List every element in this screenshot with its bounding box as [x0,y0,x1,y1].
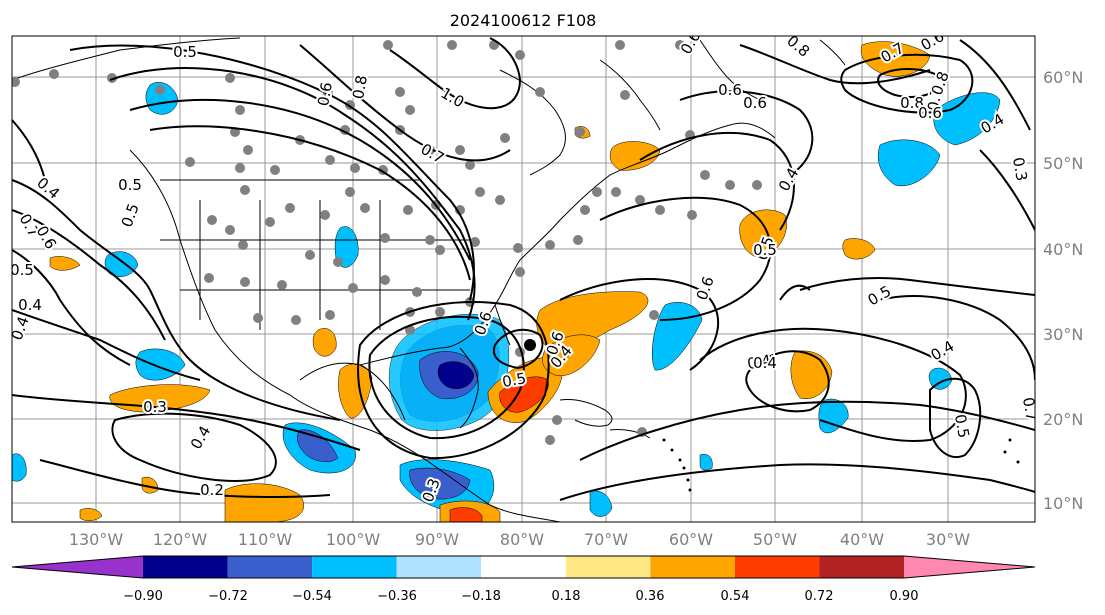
longitude-label: 40°W [840,530,884,549]
colorbar: −0.90 −0.72 −0.54 −0.36 −0.18 0.18 0.36 … [11,555,1036,604]
contour-label: 0.2 [200,481,224,499]
colorbar-bins [11,555,1036,579]
latitude-label: 60°N [1043,68,1083,87]
longitude-label: 30°W [926,530,970,549]
contour-label: 0.8 [900,94,924,112]
contour-label: 0.5 [173,43,197,61]
map-frame [11,35,1036,523]
contour-label: 0.3 [143,398,167,416]
contour-label: 0.4 [753,354,777,372]
latitude-label: 50°N [1043,154,1083,173]
longitude-label: 120°W [153,530,208,549]
colorbar-bin [396,556,482,578]
colorbar-bin [734,556,820,578]
map-panel: 0.5 0.6 0.8 1.0 0.7 0.6 0.8 0.4 0.5 0.4 … [10,35,1036,523]
colorbar-tick-labels: −0.90 −0.72 −0.54 −0.36 −0.18 0.18 0.36 … [123,589,918,604]
longitude-label: 60°W [669,530,713,549]
colorbar-bin [819,556,904,578]
contour-label: 0.5 [951,413,973,440]
colorbar-bin [565,556,651,578]
colorbar-tick-label: 0.72 [805,589,834,604]
colorbar-bin [12,556,143,578]
colorbar-tick-label: 0.36 [636,589,665,604]
colorbar-tick-label: −0.54 [292,589,332,604]
contour-label: 0.6 [918,104,942,122]
colorbar-tick-label: 0.18 [552,589,581,604]
colorbar-bin [143,556,228,578]
latitude-axis: 60°N 50°N 40°N 30°N 20°N 10°N [1043,68,1083,513]
contour-lines [12,37,1035,501]
contour-label: 0.6 [743,94,767,112]
map-title: 2024100612 F108 [450,11,597,30]
colorbar-bin [227,556,313,578]
colorbar-tick-label: −0.36 [377,589,417,604]
colorbar-tick-label: −0.90 [123,589,163,604]
colorbar-bin [650,556,735,578]
longitude-label: 100°W [326,530,381,549]
longitude-label: 50°W [753,530,797,549]
colorbar-bin [904,556,1035,578]
island-dots [524,339,1020,492]
colorbar-tick-label: 0.54 [721,589,750,604]
longitude-label: 130°W [69,530,124,549]
longitude-axis: 130°W 120°W 110°W 100°W 90°W 80°W 70°W 6… [69,530,970,549]
longitude-label: 70°W [584,530,628,549]
colorbar-tick-label: −0.72 [208,589,248,604]
longitude-label: 90°W [415,530,459,549]
latitude-label: 40°N [1043,240,1083,259]
colorbar-outline [11,555,1036,579]
latitude-label: 30°N [1043,325,1083,344]
contour-label: 0.6 [718,81,742,99]
longitude-label: 80°W [500,530,544,549]
station-points [12,40,762,445]
contour-label: 0.5 [10,261,34,279]
shaded-anomalies [12,41,1001,522]
colorbar-bin [312,556,397,578]
colorbar-tick-label: −0.18 [461,589,501,604]
coastlines [12,37,846,522]
latitude-label: 20°N [1043,410,1083,429]
latitude-label: 10°N [1043,494,1083,513]
colorbar-tick-label: 0.90 [890,589,919,604]
contour-label: 0.5 [118,176,142,194]
colorbar-bin [481,556,566,578]
contour-label: 0.4 [18,296,42,314]
longitude-label: 110°W [238,530,293,549]
contour-label: 0.5 [753,241,777,259]
